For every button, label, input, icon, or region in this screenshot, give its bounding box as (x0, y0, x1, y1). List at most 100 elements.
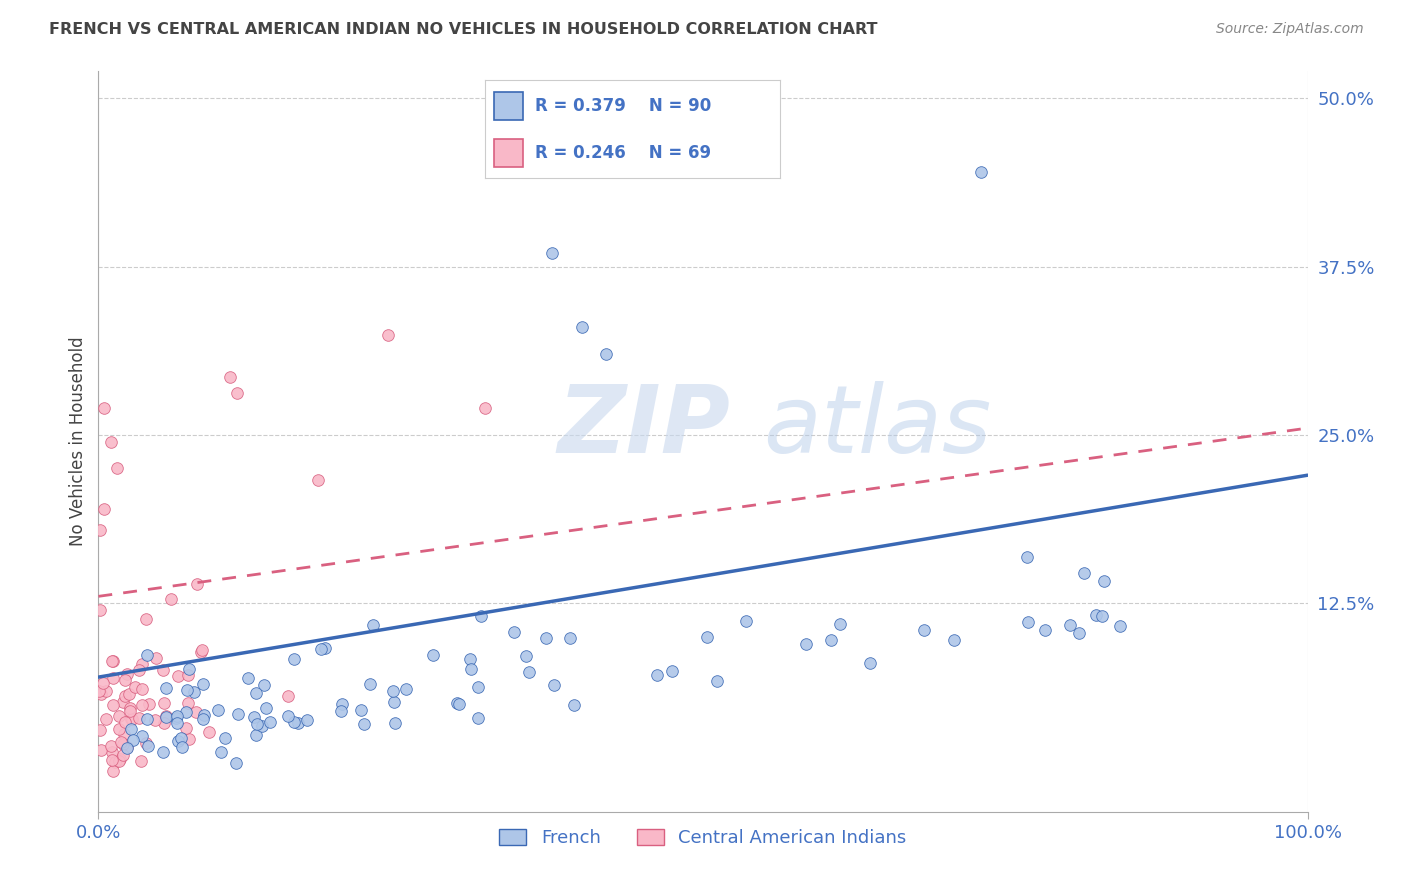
Point (503, 624, 526, 639)
Point (129, 754, 152, 768)
Text: ZIP: ZIP (558, 381, 731, 473)
Point (193, 708, 215, 723)
Point (225, 756, 247, 770)
FancyBboxPatch shape (494, 139, 523, 167)
Text: atlas: atlas (763, 381, 991, 472)
Point (101, 764, 124, 778)
Point (287, 716, 309, 731)
Point (384, 715, 406, 730)
Point (114, 689, 136, 703)
Point (153, 696, 176, 710)
Point (942, 633, 965, 648)
Point (124, 680, 146, 694)
Point (246, 717, 269, 731)
Point (100, 739, 122, 754)
Point (467, 680, 489, 694)
Point (1108, 619, 1130, 633)
Point (160, 592, 183, 607)
Point (696, 630, 718, 644)
Point (101, 753, 124, 767)
Point (89, 524, 111, 538)
Point (153, 715, 176, 730)
Point (250, 718, 273, 732)
Point (534, 631, 557, 645)
Point (1067, 626, 1090, 640)
Point (1059, 618, 1081, 632)
Point (107, 754, 129, 768)
Point (350, 702, 373, 716)
Point (209, 745, 232, 759)
Point (136, 648, 159, 663)
Point (167, 669, 190, 683)
Point (166, 708, 188, 723)
Point (121, 712, 143, 726)
Point (190, 645, 212, 659)
Point (184, 705, 207, 719)
Point (446, 696, 468, 710)
Point (395, 681, 418, 696)
Point (112, 695, 135, 709)
Point (101, 655, 124, 669)
Point (562, 698, 585, 713)
Point (820, 632, 842, 647)
Point (90, 687, 112, 701)
Point (93, 501, 115, 516)
Point (155, 709, 177, 723)
Point (245, 728, 267, 742)
Point (1017, 615, 1039, 629)
Point (131, 698, 153, 712)
Text: R = 0.246    N = 69: R = 0.246 N = 69 (536, 144, 711, 161)
Point (236, 671, 259, 685)
Point (136, 712, 159, 726)
Point (382, 683, 405, 698)
Point (447, 698, 470, 712)
Point (458, 652, 481, 666)
Point (207, 703, 229, 717)
Point (138, 698, 160, 712)
Point (277, 709, 299, 723)
Point (193, 712, 215, 726)
Point (377, 328, 399, 343)
Point (219, 370, 242, 384)
Point (543, 678, 565, 692)
Point (118, 704, 141, 718)
Point (117, 666, 139, 681)
Point (359, 677, 381, 691)
Point (912, 623, 935, 637)
Point (89, 684, 111, 698)
Point (706, 674, 728, 689)
Point (174, 722, 197, 736)
Point (1017, 550, 1039, 565)
Point (94, 684, 117, 698)
Point (519, 665, 541, 679)
Point (114, 727, 136, 741)
Legend: French, Central American Indians: French, Central American Indians (492, 822, 914, 855)
Point (283, 651, 305, 665)
Point (225, 386, 247, 401)
Point (540, 246, 562, 260)
Point (115, 741, 138, 756)
Point (100, 434, 122, 449)
Point (176, 682, 198, 697)
Point (254, 701, 277, 715)
Point (422, 648, 444, 662)
Point (120, 723, 142, 737)
Point (120, 712, 142, 726)
Point (382, 695, 405, 709)
Point (474, 401, 496, 415)
Point (131, 657, 153, 672)
Point (89, 723, 111, 737)
Point (152, 745, 174, 759)
Point (155, 709, 177, 723)
Point (135, 736, 157, 750)
Point (100, 654, 122, 668)
Point (661, 664, 683, 678)
Point (198, 725, 221, 739)
Point (330, 697, 353, 711)
Point (107, 722, 129, 736)
Point (467, 711, 489, 725)
Point (1033, 624, 1056, 638)
Point (128, 711, 150, 725)
Point (1091, 609, 1114, 624)
Point (107, 709, 129, 723)
